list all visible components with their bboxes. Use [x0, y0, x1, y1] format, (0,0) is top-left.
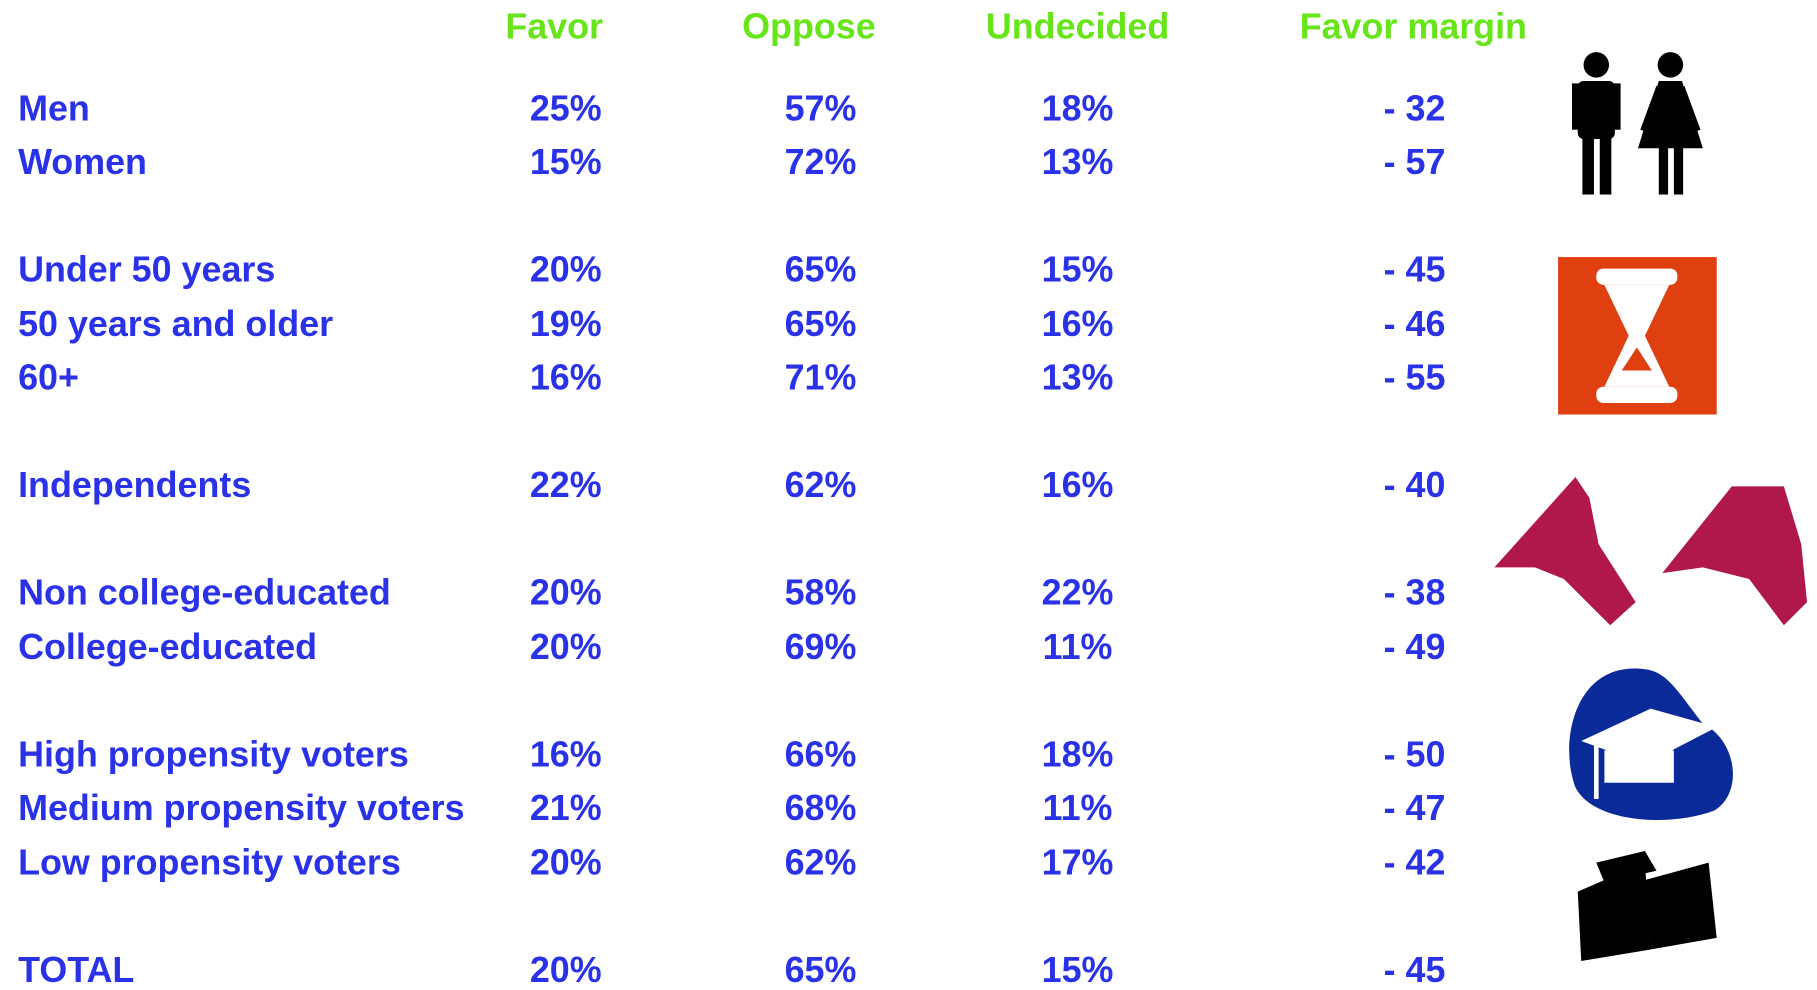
cell: 71%: [785, 357, 857, 397]
cell: 57%: [785, 89, 857, 129]
graduation-icon: [1569, 668, 1733, 821]
cell: 16%: [1042, 304, 1114, 344]
people-icon: [1571, 52, 1703, 195]
cell: 20%: [530, 627, 602, 667]
column-header: Favor: [505, 6, 603, 46]
cell: 16%: [530, 735, 602, 775]
cell: - 40: [1384, 465, 1446, 505]
cell: 72%: [785, 142, 857, 182]
cell: 16%: [1042, 465, 1114, 505]
cell: 18%: [1042, 735, 1114, 775]
cell: 68%: [785, 788, 857, 828]
party-icon: [1494, 477, 1808, 626]
cell: - 49: [1384, 627, 1446, 667]
cell: 65%: [785, 950, 857, 990]
cell: 25%: [530, 89, 602, 129]
row-label: TOTAL: [18, 950, 134, 990]
cell: - 42: [1384, 842, 1446, 882]
row-label: Men: [18, 89, 90, 129]
cell: 62%: [785, 465, 857, 505]
hourglass-icon: [1558, 257, 1717, 415]
cell: 13%: [1042, 142, 1114, 182]
cell: - 46: [1384, 304, 1446, 344]
row-label: Medium propensity voters: [18, 788, 465, 828]
cell: 11%: [1043, 627, 1113, 667]
column-header: Undecided: [986, 6, 1169, 46]
row-label: High propensity voters: [18, 735, 409, 775]
cell: 66%: [785, 735, 857, 775]
row-label: Low propensity voters: [18, 842, 401, 882]
cell: - 32: [1384, 89, 1446, 129]
cell: - 57: [1384, 142, 1446, 182]
cell: 21%: [530, 788, 602, 828]
wallet-icon: [1577, 851, 1717, 962]
cell: 18%: [1042, 89, 1114, 129]
cell: - 38: [1384, 573, 1446, 613]
column-header: Favor margin: [1300, 6, 1527, 46]
cell: 65%: [785, 304, 857, 344]
column-header: Oppose: [742, 6, 876, 46]
row-label: 60+: [18, 357, 79, 397]
cell: 65%: [785, 250, 857, 290]
cell: 13%: [1042, 357, 1114, 397]
row-label: College-educated: [18, 627, 317, 667]
row-label: 50 years and older: [18, 304, 333, 344]
cell: 15%: [530, 142, 602, 182]
table: Favor Oppose Undecided Favor margin Men 25% 57…: [18, 6, 1527, 990]
cell: 15%: [1042, 950, 1114, 990]
cell: 20%: [530, 950, 602, 990]
row-label: Independents: [18, 465, 251, 505]
row-label: Under 50 years: [18, 250, 275, 290]
cell: 16%: [530, 357, 602, 397]
cell: 69%: [785, 627, 857, 667]
row-label: Women: [18, 142, 147, 182]
cell: 62%: [785, 842, 857, 882]
cell: 20%: [530, 250, 602, 290]
cell: - 45: [1384, 250, 1446, 290]
cell: 22%: [1042, 573, 1114, 613]
cell: - 55: [1384, 357, 1446, 397]
cell: - 50: [1384, 735, 1446, 775]
cell: 17%: [1042, 842, 1114, 882]
cell: 58%: [785, 573, 857, 613]
cell: - 45: [1384, 950, 1446, 990]
cell: 15%: [1042, 250, 1114, 290]
cell: - 47: [1384, 788, 1446, 828]
cell: 20%: [530, 842, 602, 882]
cell: 19%: [530, 304, 602, 344]
row-label: Non college-educated: [18, 573, 391, 613]
cell: 22%: [530, 465, 602, 505]
cell: 20%: [530, 573, 602, 613]
cell: 11%: [1043, 788, 1113, 828]
